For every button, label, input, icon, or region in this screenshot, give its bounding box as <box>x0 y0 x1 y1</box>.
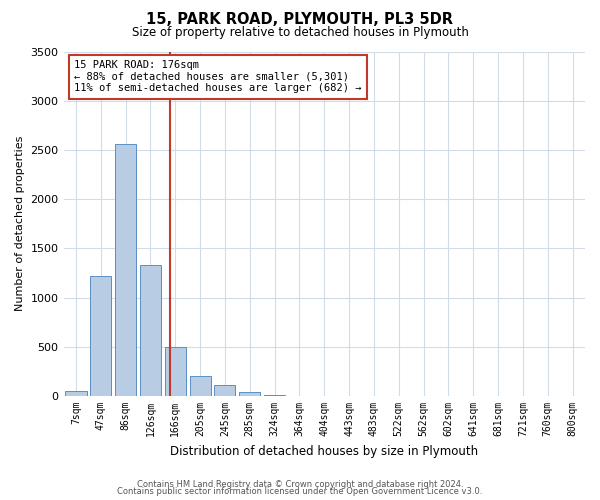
Bar <box>214 385 235 396</box>
Bar <box>65 391 86 396</box>
Bar <box>264 395 285 396</box>
Text: Contains public sector information licensed under the Open Government Licence v3: Contains public sector information licen… <box>118 487 482 496</box>
Bar <box>115 144 136 396</box>
X-axis label: Distribution of detached houses by size in Plymouth: Distribution of detached houses by size … <box>170 444 478 458</box>
Bar <box>90 276 112 396</box>
Text: Contains HM Land Registry data © Crown copyright and database right 2024.: Contains HM Land Registry data © Crown c… <box>137 480 463 489</box>
Y-axis label: Number of detached properties: Number of detached properties <box>15 136 25 312</box>
Bar <box>190 376 211 396</box>
Bar <box>239 392 260 396</box>
Text: 15 PARK ROAD: 176sqm
← 88% of detached houses are smaller (5,301)
11% of semi-de: 15 PARK ROAD: 176sqm ← 88% of detached h… <box>74 60 361 94</box>
Text: Size of property relative to detached houses in Plymouth: Size of property relative to detached ho… <box>131 26 469 39</box>
Text: 15, PARK ROAD, PLYMOUTH, PL3 5DR: 15, PARK ROAD, PLYMOUTH, PL3 5DR <box>146 12 454 28</box>
Bar <box>165 347 186 396</box>
Bar <box>140 265 161 396</box>
